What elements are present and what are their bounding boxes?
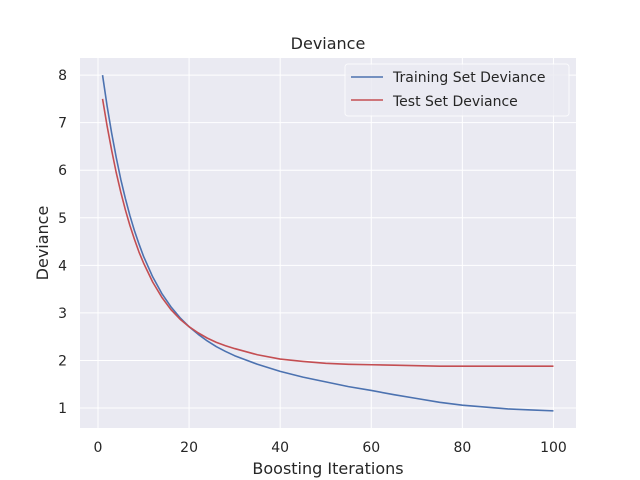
x-tick-label: 0 xyxy=(94,440,103,456)
series-layer xyxy=(101,75,554,412)
y-axis-title: Deviance xyxy=(33,206,52,281)
y-tick-label: 1 xyxy=(58,401,67,417)
series-line-test xyxy=(101,98,554,367)
y-tick-label: 5 xyxy=(58,211,67,227)
y-tick-label: 2 xyxy=(58,353,67,369)
y-tick-label: 6 xyxy=(58,163,67,179)
y-tick-label: 3 xyxy=(58,306,67,322)
legend-box xyxy=(344,63,570,117)
y-ticks: 1 2 3 4 5 6 7 8 xyxy=(58,68,67,417)
x-tick-label: 100 xyxy=(540,440,567,456)
legend-label-test: Test Set Deviance xyxy=(392,94,518,110)
x-tick-label: 40 xyxy=(271,440,289,456)
y-tick-label: 4 xyxy=(58,258,67,274)
x-tick-label: 20 xyxy=(180,440,198,456)
grid xyxy=(80,58,576,428)
y-tick-label: 7 xyxy=(58,116,67,132)
x-tick-label: 80 xyxy=(453,440,471,456)
x-axis-title: Boosting Iterations xyxy=(252,459,403,478)
x-tick-label: 60 xyxy=(362,440,380,456)
legend: Training Set Deviance Test Set Deviance xyxy=(344,63,570,117)
chart-title: Deviance xyxy=(291,34,366,53)
y-tick-label: 8 xyxy=(58,68,67,84)
series-line-training xyxy=(101,75,554,412)
x-ticks: 0 20 40 60 80 100 xyxy=(94,440,567,456)
legend-label-training: Training Set Deviance xyxy=(392,70,545,86)
